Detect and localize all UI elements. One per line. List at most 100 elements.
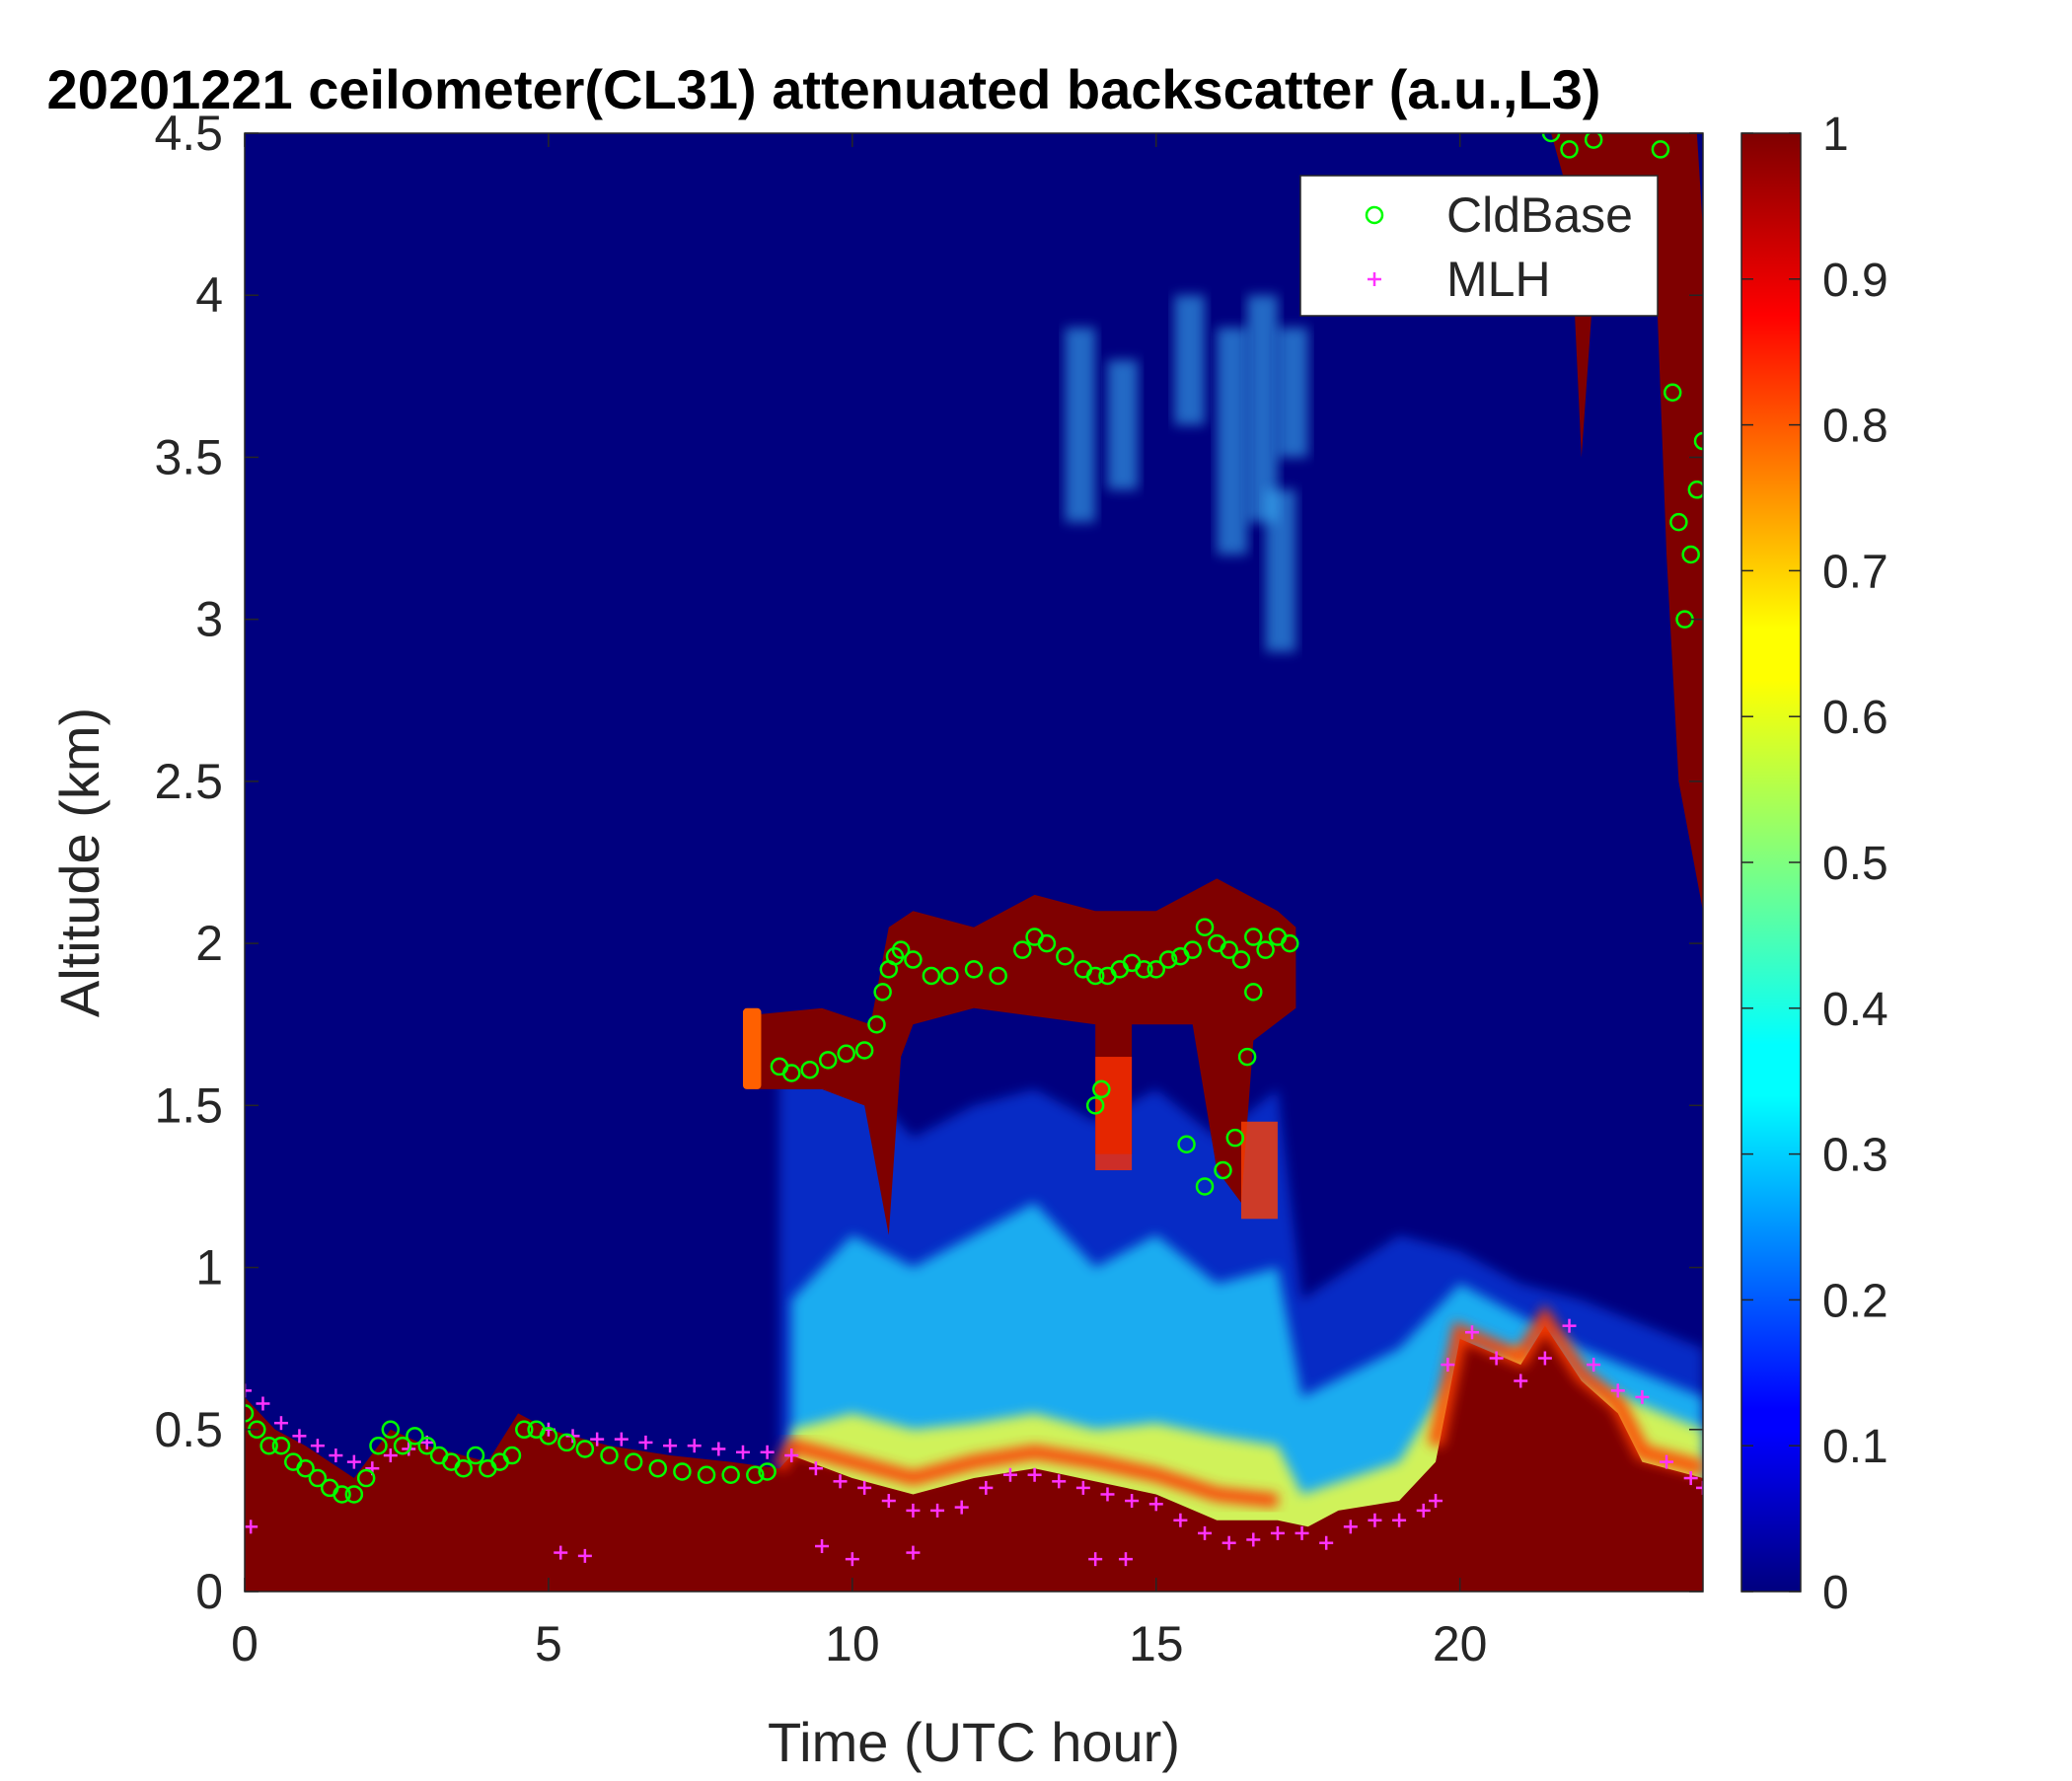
cloudbase-point bbox=[1244, 983, 1263, 1002]
cloudbase-point bbox=[1085, 1096, 1105, 1115]
mlh-point bbox=[857, 1480, 872, 1495]
y-tick-label: 0.5 bbox=[154, 1402, 223, 1457]
cloudbase-point bbox=[1214, 1160, 1232, 1180]
cloudbase-point bbox=[259, 1436, 278, 1455]
mlh-point bbox=[1696, 1480, 1703, 1495]
mlh-point bbox=[292, 1429, 307, 1444]
colorbar-tick-label: 0.7 bbox=[1822, 546, 1888, 598]
mlh-point bbox=[1562, 1318, 1577, 1333]
x-axis-label: Time (UTC hour) bbox=[768, 1711, 1180, 1773]
cloudbase-point bbox=[673, 1462, 692, 1481]
boundary-fringe-evening bbox=[1428, 1304, 1703, 1476]
cloudbase-point bbox=[1092, 1079, 1111, 1099]
mlh-point bbox=[1148, 1497, 1163, 1512]
colorbar-tick-label: 0.9 bbox=[1822, 255, 1888, 307]
legend-mlh-marker bbox=[1368, 272, 1381, 286]
legend-cloudbase-marker bbox=[1365, 205, 1384, 225]
mlh-point bbox=[1514, 1373, 1528, 1388]
mlh-point bbox=[954, 1500, 969, 1515]
x-tick-label: 0 bbox=[231, 1616, 259, 1671]
cloudbase-point bbox=[1663, 383, 1682, 403]
mlh-point bbox=[256, 1396, 270, 1411]
cloudbase-point bbox=[1560, 140, 1579, 159]
mlh-point bbox=[383, 1448, 398, 1463]
cloudbase-point bbox=[1280, 933, 1299, 953]
mlh-point bbox=[815, 1539, 830, 1554]
cloudbase-point bbox=[800, 1060, 819, 1079]
cloudbase-point bbox=[557, 1433, 576, 1452]
mlh-point bbox=[833, 1474, 848, 1489]
cloudbase-point bbox=[333, 1485, 351, 1504]
cloudbase-point bbox=[891, 940, 911, 959]
mlh-point bbox=[760, 1445, 775, 1459]
colorbar-tick-label: 0 bbox=[1822, 1567, 1849, 1619]
cloudbase-point bbox=[873, 983, 892, 1002]
mlh-point bbox=[663, 1439, 678, 1453]
mlh-point bbox=[979, 1480, 994, 1495]
y-tick-label: 1 bbox=[195, 1240, 223, 1296]
mlh-point bbox=[1587, 1358, 1601, 1373]
mlh-point bbox=[1343, 1520, 1358, 1534]
cloudbase-point bbox=[1669, 512, 1688, 532]
y-tick-label: 4.5 bbox=[154, 106, 223, 161]
y-tick-label: 1.5 bbox=[154, 1077, 223, 1133]
cloud-layer bbox=[755, 878, 1296, 1235]
cloudbase-point bbox=[746, 1465, 765, 1485]
cloudbase-point bbox=[1195, 918, 1215, 936]
mlh-point bbox=[1088, 1552, 1103, 1567]
cloudbase-point bbox=[782, 1064, 801, 1082]
wispy-cloud bbox=[1277, 328, 1308, 458]
cloudbase-point bbox=[1681, 545, 1700, 564]
mlh-point bbox=[590, 1432, 605, 1447]
boundary-fringe bbox=[773, 1438, 1279, 1509]
cloud-edge bbox=[742, 1007, 762, 1089]
y-tick-label: 2.5 bbox=[154, 754, 223, 809]
mlh-point bbox=[784, 1448, 799, 1463]
mlh-point bbox=[1295, 1525, 1309, 1540]
mlh-point bbox=[1464, 1325, 1479, 1340]
mlh-point bbox=[1683, 1471, 1698, 1486]
mlh-point bbox=[1489, 1351, 1504, 1366]
mlh-point bbox=[881, 1494, 896, 1509]
mlh-point bbox=[310, 1439, 325, 1453]
cloudbase-point bbox=[356, 1468, 376, 1488]
legend-box bbox=[1299, 175, 1659, 317]
high-cloud bbox=[1551, 133, 1703, 912]
cloudbase-point bbox=[1237, 1047, 1257, 1067]
mlh-point bbox=[577, 1548, 592, 1563]
mlh-point bbox=[1441, 1358, 1455, 1373]
x-tick-label: 15 bbox=[1129, 1616, 1184, 1671]
colorbar-tick-label: 0.4 bbox=[1822, 984, 1888, 1036]
cloudbase-point bbox=[1195, 1177, 1215, 1196]
cloudbase-point bbox=[417, 1436, 436, 1455]
legend-label-cloudbase: CldBase bbox=[1446, 187, 1633, 243]
cloudbase-point bbox=[1256, 940, 1275, 959]
mlh-point bbox=[1221, 1535, 1236, 1550]
mlh-point bbox=[1635, 1389, 1650, 1404]
y-tick-label: 4 bbox=[195, 267, 223, 323]
wispy-cloud bbox=[1065, 328, 1096, 523]
cloudbase-point bbox=[1037, 933, 1057, 953]
mlh-point bbox=[1392, 1513, 1407, 1527]
mlh-point bbox=[1075, 1480, 1090, 1495]
mlh-point bbox=[1610, 1383, 1625, 1398]
mlh-point bbox=[329, 1448, 343, 1463]
wispy-cloud bbox=[1265, 489, 1296, 652]
y-tick-label: 3.5 bbox=[154, 429, 223, 484]
cloudbase-point bbox=[1135, 960, 1153, 979]
cloudbase-point bbox=[1056, 946, 1074, 966]
y-tick-label: 3 bbox=[195, 592, 223, 647]
x-tick-label: 5 bbox=[535, 1616, 562, 1671]
cloudbase-point bbox=[575, 1440, 595, 1458]
cloudbase-point bbox=[1651, 140, 1670, 159]
mlh-point bbox=[808, 1461, 823, 1476]
colorbar-tick-label: 0.8 bbox=[1822, 401, 1888, 453]
mlh-point bbox=[906, 1503, 921, 1518]
wispy-cloud bbox=[1217, 328, 1248, 555]
cloudbase-point bbox=[1147, 960, 1165, 979]
cloudbase-point bbox=[515, 1420, 534, 1440]
x-tick-label: 20 bbox=[1433, 1616, 1488, 1671]
colorbar: 0 0.1 0.2 0.3 0.4 0.5 0.6 0.7 0.8 0.9 1 bbox=[1740, 109, 1888, 1619]
